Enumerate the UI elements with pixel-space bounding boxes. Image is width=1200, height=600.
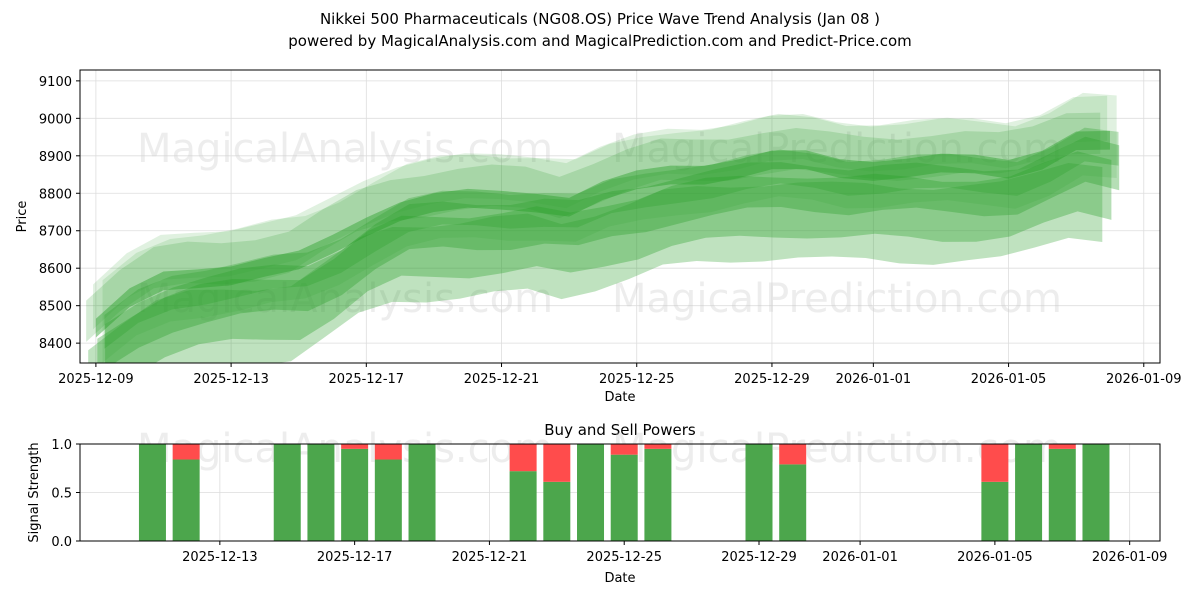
watermark: MagicalPrediction.com: [612, 276, 1062, 322]
x-tick-label: 2025-12-17: [317, 550, 393, 565]
plot-frame: [79, 443, 1161, 542]
y-tick-label: 8700: [39, 225, 72, 240]
x-tick-label: 2025-12-09: [58, 372, 134, 387]
x-tick-label: 2026-01-05: [957, 550, 1033, 565]
wave-bands: [86, 92, 1120, 363]
sell-bar: [172, 444, 200, 460]
x-tick-label: 2025-12-13: [193, 372, 269, 387]
y-tick-label: 9000: [39, 112, 72, 127]
buy-bar: [1082, 444, 1110, 541]
buy-bar: [543, 481, 571, 541]
y-tick-label: 8900: [39, 150, 72, 165]
buy-bar: [408, 444, 436, 541]
sell-bar: [374, 444, 402, 460]
x-tick-label: 2026-01-01: [822, 550, 898, 565]
chart-title: Nikkei 500 Pharmaceuticals (NG08.OS) Pri…: [319, 10, 881, 28]
x-axis-label: Date: [604, 390, 635, 405]
x-tick-label: 2026-01-01: [836, 372, 912, 387]
buy-bar: [644, 448, 672, 541]
buy-bar: [981, 481, 1009, 541]
buy-bar: [509, 471, 537, 541]
sell-bar: [779, 444, 807, 465]
wave-band: [104, 127, 1119, 349]
y-tick-label: 9100: [39, 75, 72, 90]
x-tick-label: 2025-12-25: [586, 550, 662, 565]
buy-bar: [138, 444, 166, 541]
y-axis-label: Signal Strength: [27, 442, 42, 542]
watermark: MagicalAnalysis.com: [137, 126, 553, 172]
x-tick-label: 2025-12-21: [464, 372, 540, 387]
buy-bar: [341, 448, 369, 541]
sell-bar: [981, 444, 1009, 482]
sell-bar: [610, 444, 638, 455]
x-tick-label: 2025-12-25: [599, 372, 675, 387]
sell-bar: [1048, 444, 1076, 449]
watermark: MagicalAnalysis.com: [137, 276, 553, 322]
sell-bar: [644, 444, 672, 449]
y-tick-label: 1.0: [51, 438, 72, 453]
y-tick-label: 8400: [39, 337, 72, 352]
buy-bar: [779, 464, 807, 541]
buy-bar: [172, 459, 200, 541]
watermarks: MagicalAnalysis.com MagicalPrediction.com…: [137, 126, 1062, 322]
wave-band: [105, 136, 1120, 363]
y-tick-label: 0.5: [51, 487, 72, 502]
x-tick-label: 2025-12-29: [734, 372, 810, 387]
y-tick-label: 8600: [39, 262, 72, 277]
buy-bar: [577, 444, 605, 541]
y-axis-label: Price: [15, 201, 30, 233]
buy-bar: [374, 459, 402, 541]
chart-subtitle: powered by MagicalAnalysis.com and Magic…: [288, 32, 912, 50]
x-tick-label: 2025-12-21: [452, 550, 528, 565]
x-axis-label: Date: [604, 571, 635, 586]
y-tick-label: 8500: [39, 300, 72, 315]
sell-bar: [341, 444, 369, 449]
buy-bar: [1015, 444, 1043, 541]
x-tick-label: 2026-01-09: [1106, 372, 1182, 387]
x-tick-label: 2026-01-09: [1092, 550, 1168, 565]
x-tick-label: 2025-12-17: [329, 372, 405, 387]
wave-band: [102, 92, 1117, 363]
wave-band: [86, 112, 1101, 342]
bar-chart-title: Buy and Sell Powers: [544, 421, 696, 439]
x-tick-label: 2026-01-05: [971, 372, 1047, 387]
x-tick-label: 2025-12-29: [721, 550, 797, 565]
y-tick-label: 0.0: [51, 535, 72, 550]
buy-bar: [307, 444, 335, 541]
buy-bar: [273, 444, 301, 541]
sell-bar: [543, 444, 571, 482]
plot-frame: [79, 69, 1161, 364]
x-tick-label: 2025-12-13: [182, 550, 258, 565]
watermark: MagicalPrediction.com: [612, 126, 1062, 172]
y-tick-label: 8800: [39, 187, 72, 202]
buy-bar: [745, 444, 773, 541]
wave-band: [93, 95, 1108, 330]
wave-band: [97, 151, 1112, 363]
buy-bar: [1048, 448, 1076, 541]
wave-band: [88, 162, 1103, 363]
sell-bar: [509, 444, 537, 472]
buy-bar: [610, 454, 638, 541]
